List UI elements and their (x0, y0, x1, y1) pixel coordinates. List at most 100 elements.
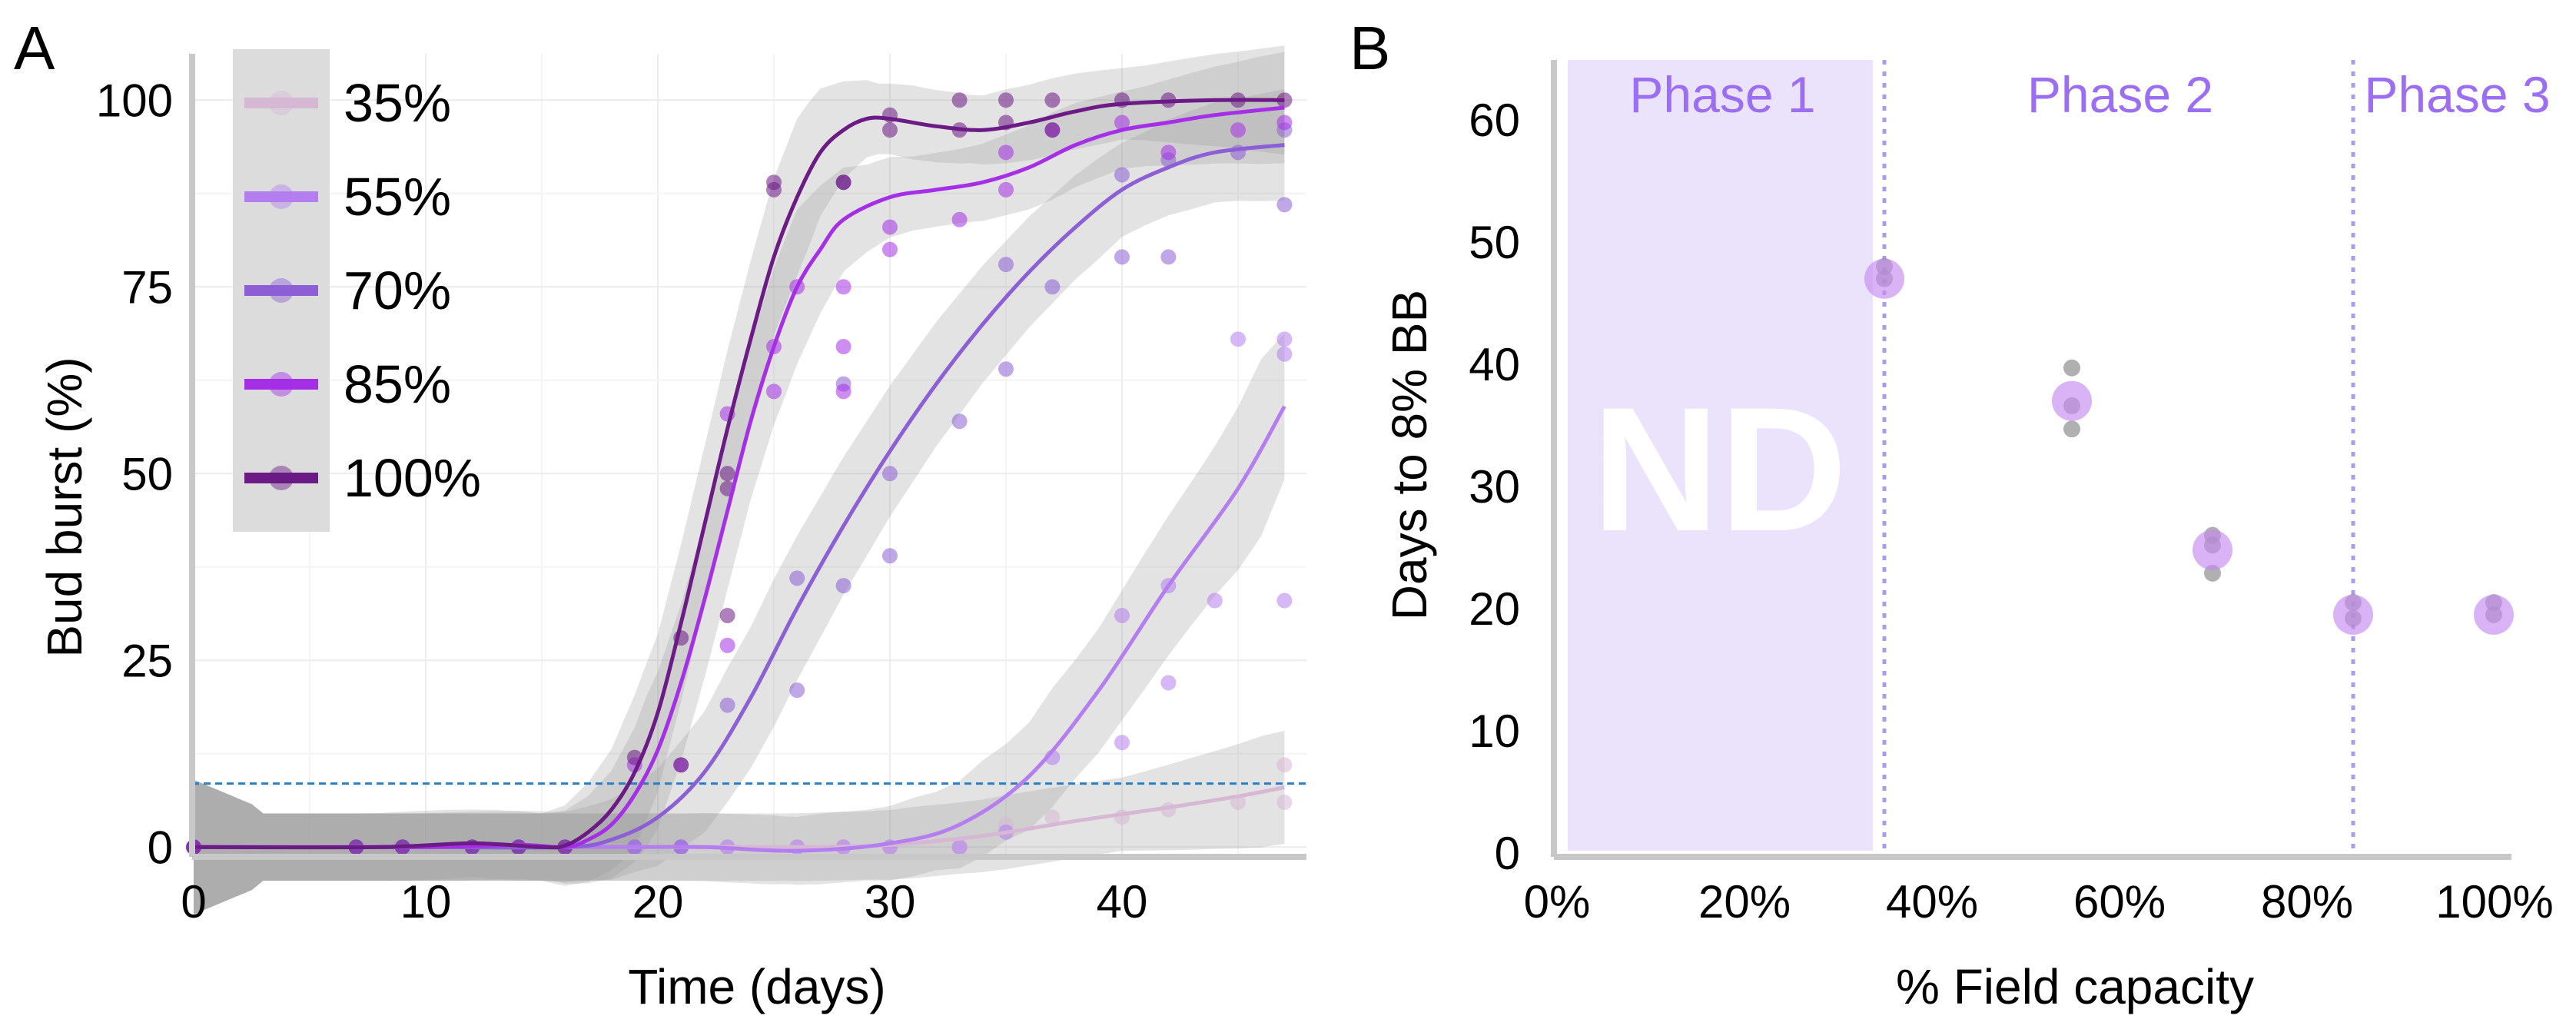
x-tick-label: 0% (1524, 876, 1591, 928)
y-tick-label: 50 (121, 448, 173, 500)
panel-a-series-lines (193, 98, 1286, 853)
data-point-70pct (1114, 167, 1130, 183)
panel-b-label: B (1349, 14, 1390, 82)
y-tick-label: 75 (121, 261, 173, 313)
data-point-85pct (951, 211, 968, 227)
series-line-100pct (193, 98, 1285, 850)
confidence-band-55pct (194, 333, 1285, 914)
data-point-85pct (1160, 144, 1177, 161)
confidence-band-35pct (194, 730, 1285, 914)
data-point-100pct (766, 181, 782, 198)
data-point-85pct (998, 181, 1014, 198)
data-point-55pct (1230, 331, 1246, 347)
data-point-85pct (766, 383, 782, 400)
panel-a-label: A (14, 14, 55, 82)
data-point-85pct (1230, 122, 1246, 138)
panel-a-x-axis-title: Time (days) (628, 959, 885, 1014)
y-tick-label: 0 (148, 822, 173, 873)
legend-marker-35pct (269, 91, 294, 115)
x-tick-label: 40 (1097, 876, 1148, 928)
phase-dividers (1882, 60, 2355, 853)
legend-label-85pct: 85% (344, 354, 451, 414)
data-point-85pct (835, 383, 851, 400)
y-tick-label: 10 (1469, 705, 1520, 757)
legend-marker-70pct (269, 278, 294, 303)
data-point-70pct (951, 413, 968, 430)
data-point-35pct (1276, 794, 1293, 810)
mean-point (2333, 594, 2373, 635)
mean-point (1864, 258, 1904, 299)
legend-marker-85pct (269, 372, 294, 397)
panel-b: B ND Phase 1 Phase 2 Phase 3 0% 20% 40% 60%… (1349, 14, 2554, 1014)
phase-1-nd-region (1568, 60, 1873, 851)
x-tick-label: 80% (2261, 876, 2353, 928)
panel-a-legend: 35% 55% 70% 85% 100% (233, 49, 481, 532)
data-point-70pct (882, 548, 898, 564)
panel-b-replicate-points (1876, 257, 2502, 627)
data-point-100pct (719, 466, 735, 482)
legend-label-70pct: 70% (344, 261, 451, 320)
data-point-55pct (1207, 593, 1223, 609)
x-tick-label: 40% (1886, 876, 1978, 928)
data-point-70pct (998, 361, 1014, 377)
phase-2-label: Phase 2 (2027, 66, 2213, 123)
data-point-55pct (951, 839, 968, 855)
data-point-55pct (1276, 346, 1293, 362)
mean-point (2474, 594, 2514, 635)
y-tick-label: 50 (1469, 217, 1520, 268)
confidence-band-85pct (194, 51, 1285, 914)
replicate-point (2063, 359, 2080, 377)
y-tick-label: 20 (1469, 583, 1520, 635)
phase-1-label: Phase 1 (1629, 66, 1815, 123)
data-point-85pct (835, 279, 851, 295)
panel-a: A 0 10 20 30 40 0 25 50 75 100 Time (days) Bud b… (14, 14, 1306, 1014)
data-point-100pct (835, 174, 851, 191)
legend-label-55pct: 55% (344, 167, 451, 227)
data-point-70pct (835, 578, 851, 594)
data-point-100pct (673, 757, 689, 773)
data-point-100pct (951, 92, 968, 108)
data-point-85pct (1114, 115, 1130, 131)
confidence-band-70pct (194, 89, 1285, 914)
data-point-70pct (1044, 279, 1061, 295)
series-line-85pct (193, 105, 1285, 850)
y-tick-label: 25 (121, 635, 173, 686)
y-tick-label: 0 (1495, 828, 1520, 879)
x-tick-label: 100% (2435, 876, 2553, 928)
panel-a-confidence-bands (194, 45, 1285, 914)
y-tick-label: 100 (96, 75, 173, 126)
data-point-55pct (1160, 675, 1177, 691)
data-point-70pct (1276, 197, 1293, 213)
mean-point (2052, 380, 2092, 421)
y-tick-label: 60 (1469, 95, 1520, 146)
confidence-band-100pct (194, 45, 1285, 914)
data-point-55pct (1276, 331, 1293, 347)
data-point-85pct (835, 339, 851, 355)
data-point-85pct (998, 144, 1014, 161)
panel-a-y-axis-title: Bud burst (%) (37, 357, 92, 657)
panel-a-points (186, 92, 1293, 855)
data-point-100pct (998, 92, 1014, 108)
legend-marker-100pct (269, 466, 294, 490)
x-tick-label: 60% (2073, 876, 2166, 928)
panel-a-grid (192, 54, 1306, 857)
nd-label: ND (1592, 370, 1847, 568)
data-point-70pct (789, 682, 805, 699)
data-point-85pct (882, 241, 898, 257)
legend-marker-55pct (269, 184, 294, 209)
x-tick-label: 20% (1698, 876, 1791, 928)
data-point-100pct (1044, 92, 1061, 108)
data-point-85pct (1276, 115, 1293, 131)
x-tick-label: 10 (400, 876, 452, 928)
data-point-35pct (1276, 757, 1293, 773)
data-point-70pct (1160, 249, 1177, 265)
data-point-70pct (789, 570, 805, 586)
legend-label-100pct: 100% (344, 448, 481, 508)
data-point-100pct (719, 607, 735, 623)
panel-b-x-axis-title: % Field capacity (1896, 959, 2254, 1014)
panel-b-y-tick-labels: 0 10 20 30 40 50 60 (1469, 95, 1520, 879)
panel-b-mean-points (1864, 258, 2514, 635)
legend-label-35pct: 35% (344, 73, 451, 133)
data-point-100pct (882, 122, 898, 138)
